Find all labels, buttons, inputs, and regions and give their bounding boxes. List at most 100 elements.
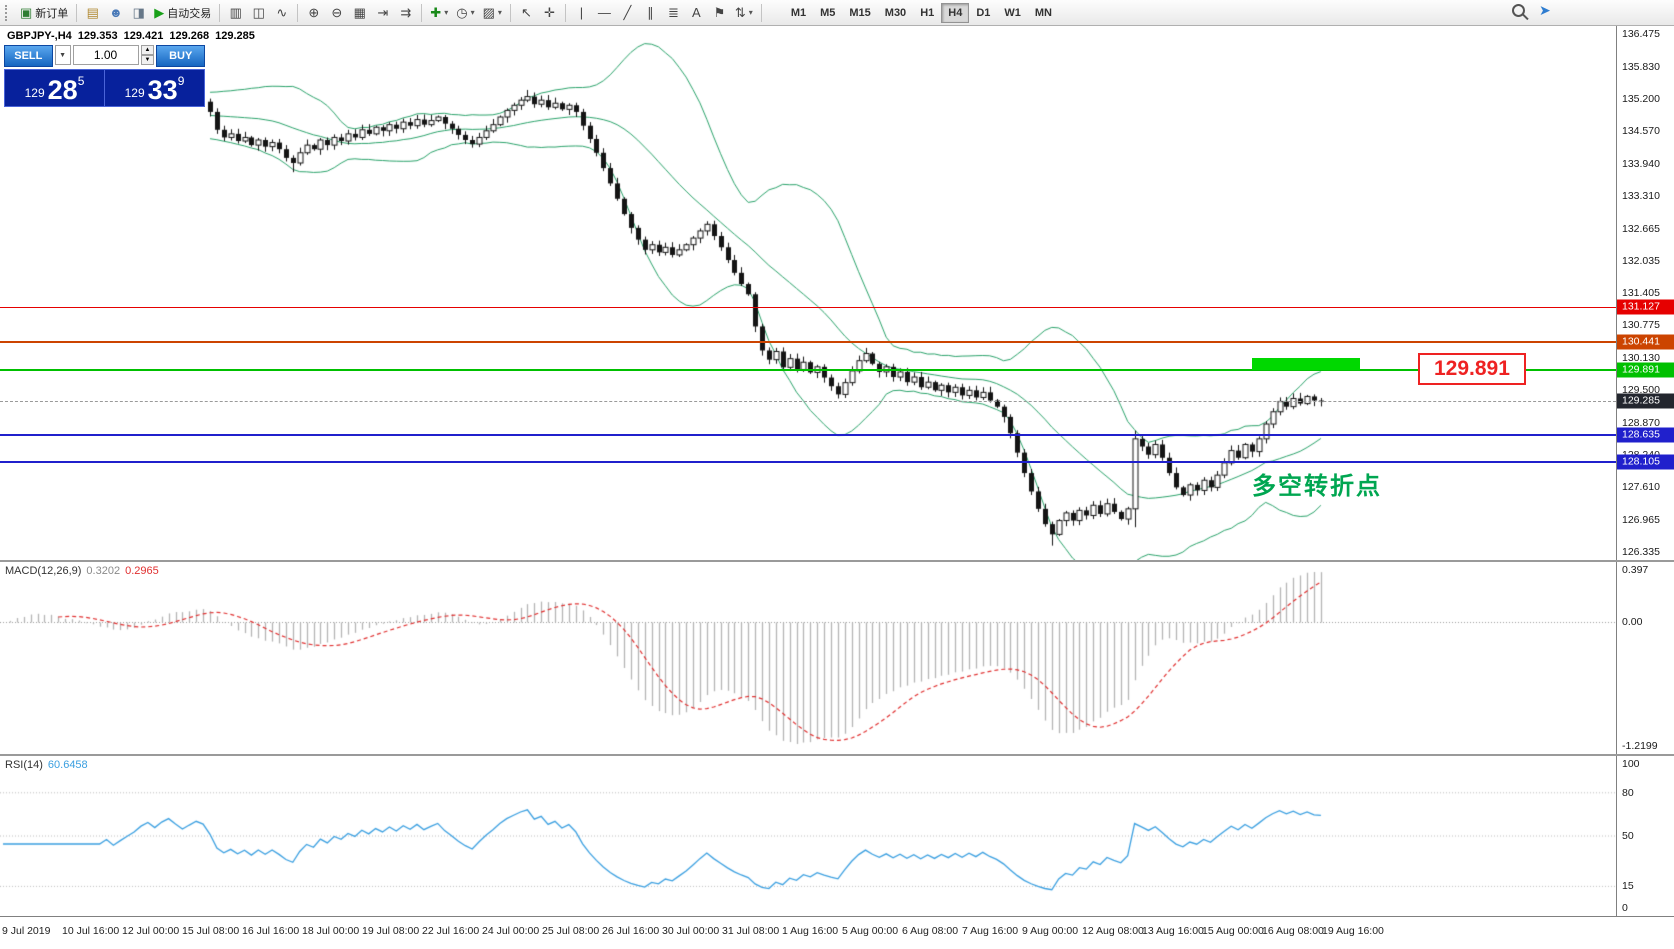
pane-divider[interactable]	[0, 560, 1674, 562]
horizontal-line-icon[interactable]: —	[593, 2, 616, 24]
price-axis[interactable]: 136.475 135.830 135.200 134.570 133.940 133.3…	[1616, 26, 1674, 560]
timeframe-w1[interactable]: W1	[997, 3, 1028, 23]
arrows-icon[interactable]: ⇅ ▾	[731, 2, 757, 24]
ask-price[interactable]: 129 33 9	[105, 70, 204, 106]
market-watch-icon: ▤	[86, 5, 99, 20]
toolbar-grip[interactable]	[5, 4, 11, 21]
horizontal-line-131.127[interactable]	[0, 307, 1616, 308]
new-order-button[interactable]: ▣ 新订单	[16, 2, 72, 24]
zoom-in-icon[interactable]: ⊕	[302, 2, 325, 24]
rsi-axis[interactable]: 100 80 50 15 0	[1616, 756, 1674, 916]
time-axis-label: 9 Jul 2019	[2, 925, 51, 937]
volume-up-button[interactable]: ▲	[140, 45, 155, 55]
templates-icon[interactable]: ▨ ▾	[479, 2, 506, 24]
auto-scroll-icon: ⇥	[377, 5, 389, 20]
price-label-box[interactable]: 129.891	[1418, 353, 1526, 386]
macd-chart[interactable]	[0, 562, 1616, 754]
time-axis-label: 1 Aug 16:00	[782, 925, 839, 937]
timeframe-m15[interactable]: M15	[842, 3, 877, 23]
volume-dropdown-button[interactable]: ▼	[54, 45, 71, 65]
horizontal-line-128.105[interactable]	[0, 461, 1616, 463]
price-axis-label: 129.500	[1622, 384, 1660, 397]
time-axis-label: 22 Jul 16:00	[422, 925, 480, 937]
horizontal-line-130.441[interactable]	[0, 341, 1616, 343]
price-axis-label: 127.610	[1622, 480, 1660, 493]
timeframe-h1[interactable]: H1	[913, 3, 941, 23]
chart-shift-icon[interactable]: ⇉	[394, 2, 417, 24]
bid-price[interactable]: 129 28 5	[5, 70, 105, 106]
vertical-line-icon[interactable]: |	[570, 2, 593, 24]
timeframe-m1[interactable]: M1	[784, 3, 813, 23]
crosshair-icon[interactable]: ✛	[538, 2, 561, 24]
pane-divider[interactable]	[0, 754, 1674, 756]
rsi-chart[interactable]	[0, 756, 1616, 916]
indicators-icon[interactable]: ✚ ▾	[426, 2, 452, 24]
bid-prefix: 129	[24, 86, 45, 100]
tile-windows-icon[interactable]: ▦	[348, 2, 371, 24]
toolbar-separator	[564, 3, 566, 22]
macd-axis[interactable]: 0.397 0.00 -1.2199	[1616, 562, 1674, 754]
fibonacci-icon[interactable]: ≣	[662, 2, 685, 24]
timeframe-m30[interactable]: M30	[878, 3, 913, 23]
time-axis-label: 24 Jul 00:00	[482, 925, 540, 937]
buy-button[interactable]: BUY	[156, 45, 205, 67]
price-axis-label: 135.200	[1622, 93, 1660, 106]
channel-icon[interactable]: ∥	[639, 2, 662, 24]
market-watch-icon[interactable]: ▤	[81, 2, 104, 24]
toolbar-groups: ▣ 新订单 ▤ ☻ ◨ ▶ 自动交易 ▥ ◫ ∿ ⊕ ⊖ ▦ ⇥ ⇉ ✚ ▾ ◷ ▾ ▨ ▾ ↖ ✛ | — ╱ ∥ ≣ A ⚑ ⇅ ▾	[16, 2, 766, 24]
timeframe-m5[interactable]: M5	[813, 3, 842, 23]
templates-icon: ▨	[482, 5, 495, 20]
auto-scroll-icon[interactable]: ⇥	[371, 2, 394, 24]
periods-icon[interactable]: ◷ ▾	[452, 2, 478, 24]
bar-chart-icon[interactable]: ▥	[224, 2, 247, 24]
chevron-down-icon: ▾	[444, 8, 449, 17]
trendline-icon: ╱	[623, 5, 632, 20]
timeframe-mn[interactable]: MN	[1028, 3, 1059, 23]
sell-button[interactable]: SELL	[4, 45, 53, 67]
indicators-icon: ✚	[430, 5, 442, 20]
line-chart-icon[interactable]: ∿	[270, 2, 293, 24]
price-chip-131.127: 131.127	[1617, 299, 1674, 315]
toolbar-separator	[509, 3, 511, 22]
trendline-icon[interactable]: ╱	[616, 2, 639, 24]
autotrading-button[interactable]: ▶ 自动交易	[150, 2, 215, 24]
new-order-button-label: 新订单	[35, 7, 69, 20]
rsi-pane[interactable]: RSI(14) 60.6458 100 80 50 15 0	[0, 756, 1674, 916]
zoom-out-icon[interactable]: ⊖	[325, 2, 348, 24]
candlestick-chart[interactable]	[0, 26, 1616, 560]
time-axis-label: 16 Jul 16:00	[242, 925, 300, 937]
volume-down-button[interactable]: ▼	[140, 55, 155, 65]
navigator-icon[interactable]: ☻	[104, 2, 127, 24]
bid-pipette: 5	[77, 74, 85, 88]
rsi-axis-label: 0	[1622, 902, 1628, 914]
timeframe-d1[interactable]: D1	[969, 3, 997, 23]
text-icon[interactable]: A	[685, 2, 708, 24]
price-axis-label: 135.830	[1622, 60, 1660, 73]
symbol-ohlc-line: GBPJPY-,H4 129.353 129.421 129.268 129.285	[7, 30, 261, 42]
time-axis-label: 9 Aug 00:00	[1022, 925, 1079, 937]
new-order-icon: ▣	[20, 5, 33, 20]
price-chip-130.441: 130.441	[1617, 334, 1674, 350]
zoom-in-icon: ⊕	[308, 5, 320, 20]
volume-input[interactable]	[72, 45, 139, 65]
macd-pane[interactable]: MACD(12,26,9) 0.3202 0.2965 0.397 0.00 -1.…	[0, 562, 1674, 754]
time-axis-label: 6 Aug 08:00	[902, 925, 959, 937]
timeframe-h4[interactable]: H4	[941, 2, 970, 23]
main-chart-pane[interactable]: GBPJPY-,H4 129.353 129.421 129.268 129.285 S…	[0, 26, 1674, 560]
toolbar-separator	[76, 3, 78, 22]
quick-navigation-icon[interactable]: ➤	[1539, 2, 1551, 18]
terminal-icon[interactable]: ◨	[127, 2, 150, 24]
label-icon[interactable]: ⚑	[708, 2, 731, 24]
horizontal-line-129.891[interactable]	[0, 369, 1616, 371]
chinese-annotation-text[interactable]: 多空转折点	[1252, 473, 1382, 501]
highlight-rectangle[interactable]	[1251, 358, 1360, 371]
cursor-icon: ↖	[520, 5, 532, 20]
horizontal-line-128.635[interactable]	[0, 434, 1616, 436]
periods-icon: ◷	[456, 5, 468, 20]
cursor-icon[interactable]: ↖	[515, 2, 538, 24]
timeframe-toolbar: M1 M5 M15 M30 H1 H4 D1 W1 MN	[784, 2, 1059, 23]
search-icon[interactable]	[1512, 4, 1525, 17]
time-axis[interactable]: 9 Jul 2019 10 Jul 16:00 12 Jul 00:00 15 Jul…	[0, 916, 1674, 949]
text-icon: A	[692, 5, 701, 20]
candlestick-icon[interactable]: ◫	[247, 2, 270, 24]
